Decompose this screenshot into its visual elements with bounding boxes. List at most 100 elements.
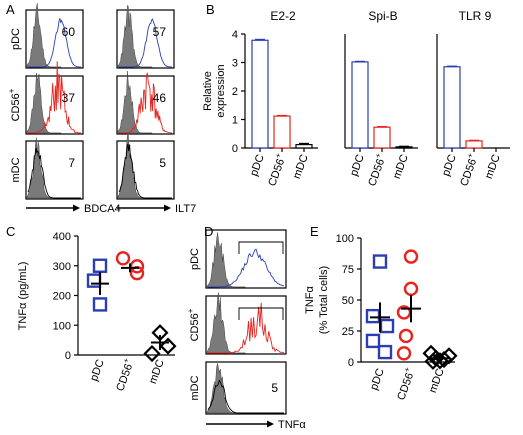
panel-b-xlabel-1-2: mDC <box>391 153 411 181</box>
panel-b-xlabel-1-1: CD56+ <box>364 152 389 188</box>
panel-a-line-0-0 <box>28 18 82 68</box>
panel-e-point-0-3 <box>365 333 381 349</box>
panel-b-xlabel-0-0: pDC <box>248 153 267 178</box>
panel-a-gray-1-1 <box>117 70 153 134</box>
panel-c-ytick-label-3: 300 <box>53 261 71 273</box>
panel-b-xlabel-1-0: pDC <box>348 153 367 178</box>
panel-e-point-0-1 <box>365 308 381 324</box>
panel-d-gray-0 <box>206 232 246 288</box>
panel-b-bar-0-1 <box>273 115 291 149</box>
panel-d-xlabel: TNFα <box>278 419 306 431</box>
panel-a-gray-1-2 <box>117 133 153 199</box>
panel-e-xlabel-2: mDC <box>427 367 447 395</box>
panel-e-xlabel-1: CD56+ <box>393 366 418 402</box>
panel-a-gray-1-0 <box>117 4 153 68</box>
panel-a-hist-0-2 <box>25 140 84 200</box>
panel-b-ylabel-0: Relative <box>202 71 214 111</box>
panel-b-bar-1-2 <box>395 146 413 149</box>
panel-c-ylabel: TNFα (pg/mL) <box>17 262 29 331</box>
panel-b-ytick-label-3: 3 <box>232 58 238 70</box>
panel-a-hist-0-1 <box>25 75 84 135</box>
panel-a-value-1-2: 5 <box>159 156 166 170</box>
panel-a-row-2: mDC <box>10 157 22 182</box>
panel-b-xlabel-2-0: pDC <box>440 153 459 178</box>
panel-d-row-2: mDC <box>189 375 201 400</box>
panel-b-ytick-label-2: 2 <box>232 86 238 98</box>
panel-e-ytick-label-3: 75 <box>342 264 354 276</box>
panel-c-point-2-1 <box>159 337 177 355</box>
panel-d-line-2 <box>207 379 284 414</box>
panel-a-hist-1-2 <box>116 140 175 200</box>
panel-a-arrow-1-head <box>164 204 171 212</box>
panel-a-value-0-0: 60 <box>62 25 76 39</box>
panel-a-hist-1-1 <box>116 75 175 135</box>
panel-a-label: A <box>6 2 15 17</box>
panel-a-value-0-1: 37 <box>62 91 76 105</box>
panel-e-label: E <box>310 224 319 239</box>
panel-b-title-0: E2-2 <box>270 9 296 23</box>
panel-e-point-1-1 <box>403 281 419 297</box>
panel-b-label: B <box>206 2 215 17</box>
panel-d-row-1: CD56+ <box>186 308 201 341</box>
panel-b-bar-2-0 <box>443 66 461 149</box>
panel-c-point-2-2 <box>143 344 161 363</box>
panel-a-line-1-2 <box>118 143 172 199</box>
panel-a-hist-1-0 <box>116 9 175 69</box>
panel-e-ytick-label-2: 50 <box>342 295 354 307</box>
panel-d-hist-2 <box>205 361 287 415</box>
panel-e-point-1-4 <box>396 346 412 361</box>
panel-d-line-0 <box>208 248 285 288</box>
panel-e-ylabel-1: (% Total cells) <box>318 266 330 334</box>
panel-b-title-2: TLR 9 <box>459 9 492 23</box>
panel-c-label: C <box>6 224 15 239</box>
panel-e-ylabel-0: TNFα <box>304 285 316 313</box>
panel-a-value-1-1: 46 <box>153 91 167 105</box>
panel-e-point-0-0 <box>372 254 388 269</box>
panel-c-ytick-label-4: 400 <box>53 231 71 243</box>
panel-d-arrow-head <box>267 420 274 428</box>
panel-c-ytick-label-0: 0 <box>65 350 71 362</box>
panel-a-gray-0-1 <box>26 72 62 134</box>
panel-a-line-1-1 <box>119 72 172 134</box>
panel-b-bar-2-1 <box>465 140 483 149</box>
panel-d-gray-1 <box>206 292 246 354</box>
panel-a-gray-0-2 <box>26 137 62 199</box>
panel-e-ytick-label-1: 25 <box>342 326 354 338</box>
panel-b-bar-0-2 <box>295 143 313 149</box>
panel-b-bar-1-1 <box>373 126 391 149</box>
panel-a-arrow-0-head <box>73 204 80 212</box>
panel-d-label: D <box>204 224 213 239</box>
panel-c-xlabel-0: pDC <box>88 358 107 383</box>
panel-d-line-1 <box>208 302 285 354</box>
panel-a-row-0: pDC <box>10 28 22 50</box>
panel-a-value-0-2: 7 <box>68 156 75 170</box>
panel-a-line-0-1 <box>28 61 81 134</box>
panel-c-ytick-label-1: 100 <box>53 320 71 332</box>
panel-b-ylabel-1: expression <box>215 64 227 117</box>
panel-a-xlabel-0: BDCA4 <box>84 203 121 215</box>
panel-e-point-1-0 <box>403 249 419 264</box>
panel-b-xlabel-0-2: mDC <box>291 153 311 181</box>
panel-a-line-1-0 <box>119 18 173 68</box>
panel-a-hist-0-0 <box>25 9 84 69</box>
panel-c-xlabel-1: CD56+ <box>112 357 137 393</box>
panel-b-title-1: Spi-B <box>368 9 397 23</box>
panel-a-row-1: CD56+ <box>7 88 22 121</box>
panel-b-xlabel-2-2: mDC <box>483 153 503 181</box>
panel-d-gate-1 <box>238 307 284 320</box>
panel-a-gray-0-0 <box>26 2 62 68</box>
panel-e-xlabel-0: pDC <box>368 367 387 392</box>
panel-c-xlabel-2: mDC <box>147 358 167 386</box>
panel-e-ytick-label-4: 100 <box>336 233 354 245</box>
panel-b-bar-0-0 <box>251 39 269 149</box>
panel-b-ytick-label-4: 4 <box>232 29 238 41</box>
panel-a-line-0-2 <box>27 147 81 199</box>
panel-c-point-0-1 <box>86 273 102 288</box>
panel-a-value-1-0: 57 <box>153 25 167 39</box>
panel-e-point-0-2 <box>379 318 395 334</box>
panel-d-row-0: pDC <box>189 248 201 270</box>
panel-b-bar-1-0 <box>351 61 369 149</box>
panel-d-value: 5 <box>271 381 278 395</box>
panel-c-ytick-label-2: 200 <box>53 291 71 303</box>
